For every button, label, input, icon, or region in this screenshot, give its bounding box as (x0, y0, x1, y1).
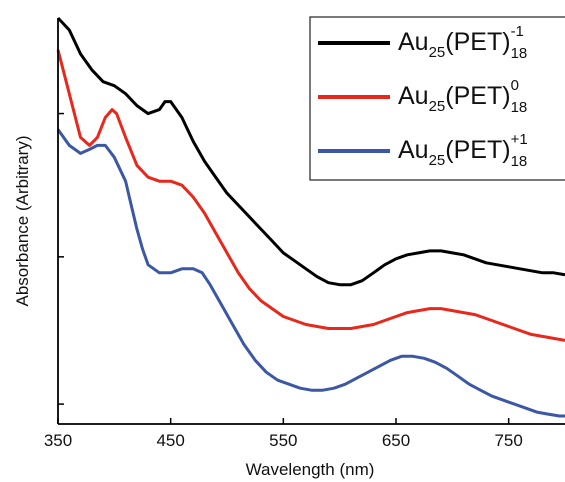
series-line-2 (56, 128, 565, 418)
legend-label-0: Au25(PET)-1 18 (398, 23, 527, 62)
legend-label-2: Au25(PET)+1 18 (398, 131, 528, 170)
x-ticks: 350 450 550 650 750 (44, 418, 523, 450)
series-line-1 (56, 49, 565, 342)
x-tick-label-1: 450 (156, 431, 184, 450)
plot-lines (56, 16, 565, 418)
x-tick-label-0: 350 (44, 431, 72, 450)
series-line-0 (56, 16, 565, 287)
legend-label-1: Au25(PET)0 18 (398, 77, 527, 116)
x-tick-label-2: 550 (269, 431, 297, 450)
y-ticks (58, 112, 64, 405)
x-tick-label-3: 650 (382, 431, 410, 450)
legend: Au25(PET)-1 18 Au25(PET)0 18 Au25(PET)+1 18 (309, 16, 565, 181)
y-axis-label: Absorbance (Arbitrary) (13, 135, 32, 306)
x-axis-label: Wavelength (nm) (246, 460, 375, 479)
x-tick-label-4: 750 (494, 431, 522, 450)
